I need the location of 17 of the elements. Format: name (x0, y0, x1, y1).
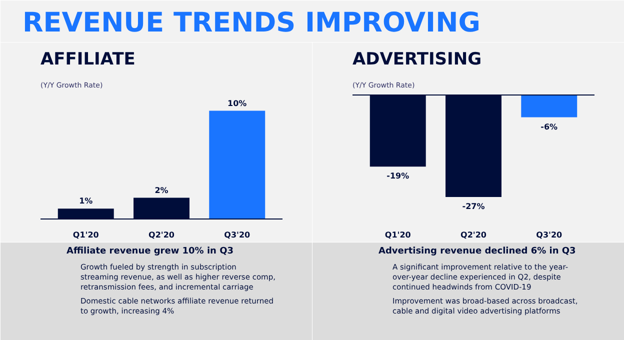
data-label: -27% (462, 202, 485, 211)
x-tick-label: Q1'20 (72, 230, 100, 240)
x-tick-label: Q1'20 (384, 230, 412, 240)
text: REVENUE TRENDS IMPROVING (22, 8, 480, 38)
data-label: 1% (79, 196, 93, 206)
text: Advertising revenue declined 6% in Q3 (378, 246, 576, 256)
x-tick-label: Q3'20 (536, 230, 563, 240)
x-tick-label: Q2'20 (148, 230, 175, 240)
data-label: -19% (386, 172, 410, 181)
x-tick-label: Q3'20 (224, 230, 251, 240)
chart-title: ADVERTISING (352, 50, 482, 70)
data-label: -6% (540, 122, 558, 132)
chart-title: AFFILIATE (40, 50, 136, 70)
x-tick-label: Q2'20 (460, 230, 487, 240)
text: Affiliate revenue grew 10% in Q3 (66, 246, 234, 256)
data-label: 2% (154, 186, 168, 195)
data-label: 10% (228, 98, 247, 108)
